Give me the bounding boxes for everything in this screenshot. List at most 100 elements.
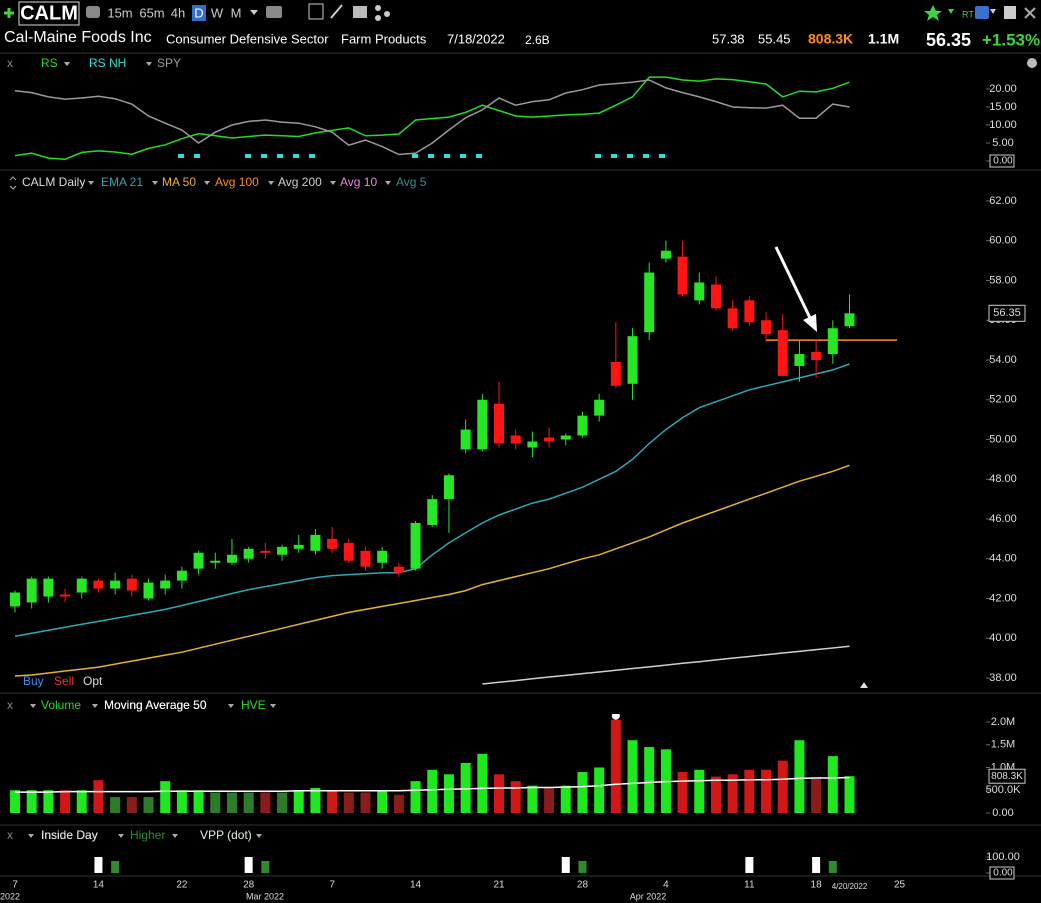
candle-body [794, 354, 805, 366]
y-tick-label: 62.00 [989, 195, 1017, 207]
legend-dropdown[interactable] [270, 704, 276, 708]
calendar-icon[interactable] [308, 3, 324, 20]
stock-badge[interactable] [975, 6, 989, 19]
candle-body [844, 313, 855, 327]
scroll-marker[interactable] [860, 682, 868, 688]
legend-item[interactable]: Volume [41, 698, 81, 712]
y-tick-label: 52.00 [989, 394, 1017, 406]
rt-badge[interactable]: RT [962, 9, 974, 19]
legend-dropdown[interactable] [268, 181, 274, 185]
volume-bar [777, 760, 788, 813]
legend-item[interactable]: Inside Day [41, 828, 98, 842]
volume-bar [76, 790, 87, 813]
badge-dropdown[interactable] [990, 9, 996, 14]
candle-body [544, 437, 555, 442]
add-icon[interactable] [4, 8, 14, 18]
volume-bar [644, 747, 655, 813]
volume-bar [443, 774, 454, 813]
legend-dropdown[interactable] [146, 62, 152, 66]
interval-dropdown[interactable] [250, 10, 258, 15]
draw-icon[interactable] [330, 4, 343, 19]
panel-close[interactable]: x [7, 56, 13, 70]
interval-button[interactable]: 15m [107, 5, 132, 20]
legend-dropdown[interactable] [256, 834, 262, 838]
trade-button[interactable]: Buy [23, 674, 44, 688]
company-name: Cal-Maine Foods Inc [4, 29, 152, 46]
candle-body [60, 594, 71, 597]
y-tick-label: 48.00 [989, 473, 1017, 485]
legend-item[interactable]: Moving Average 50 [104, 698, 207, 712]
settings-icon[interactable] [1027, 58, 1037, 68]
interval-button[interactable]: M [231, 5, 242, 20]
x-tick-label: 22 [176, 880, 188, 891]
favorite-icon[interactable] [924, 5, 942, 21]
legend-item[interactable]: Avg 5 [396, 175, 427, 189]
volume-bar [560, 785, 571, 813]
interval-button[interactable]: 4h [171, 5, 185, 20]
legend-dropdown[interactable] [152, 181, 158, 185]
legend-dropdown[interactable] [28, 834, 34, 838]
chart-type-icon[interactable] [266, 6, 282, 18]
y-tick-label: 42.00 [989, 592, 1017, 604]
volume-bar [544, 787, 555, 813]
legend-item[interactable]: EMA 21 [101, 175, 143, 189]
legend-item[interactable]: Inside Day [41, 828, 98, 842]
legend-item[interactable]: Higher [130, 828, 165, 842]
toolbar: CALM 15m 65m 4h D W M RT [4, 1, 1036, 26]
candle-body [477, 399, 488, 450]
legend-dropdown[interactable] [204, 181, 210, 185]
legend-item[interactable]: Moving Average 50 [104, 698, 207, 712]
close-icon[interactable] [1024, 7, 1036, 19]
legend-item[interactable]: HVE [241, 698, 266, 712]
legend-item[interactable]: VPP (dot) [200, 828, 252, 842]
y-tick-label: 20.00 [989, 83, 1017, 95]
legend-dropdown[interactable] [385, 181, 391, 185]
legend-toggle[interactable] [9, 176, 17, 190]
symbol-box[interactable] [18, 1, 80, 26]
volume-bar [527, 785, 538, 813]
legend-dropdown[interactable] [172, 834, 178, 838]
interval-button[interactable]: 65m [139, 5, 164, 20]
legend-dropdown[interactable] [64, 62, 70, 66]
legend-item[interactable]: Avg 100 [215, 175, 259, 189]
legend-item[interactable]: SPY [157, 56, 181, 70]
candle-body [43, 578, 54, 597]
interval-button[interactable]: W [211, 5, 224, 20]
candle-body [26, 578, 37, 603]
legend-item[interactable]: RS [41, 56, 58, 70]
layout-icon[interactable] [353, 6, 367, 18]
interval-active-bg [192, 5, 206, 21]
panel-close[interactable]: x [7, 698, 13, 712]
legend-item[interactable]: Avg 10 [340, 175, 377, 189]
legend-dropdown[interactable] [118, 834, 124, 838]
legend-dropdown[interactable] [30, 704, 36, 708]
signal-bar [578, 861, 587, 873]
signal-bar [561, 857, 570, 873]
compare-icon[interactable] [86, 6, 100, 18]
share-icon[interactable] [375, 5, 381, 11]
volume-bar [710, 776, 721, 813]
trade-button[interactable]: Opt [83, 674, 103, 688]
alert-icon[interactable] [948, 9, 954, 14]
interval-button[interactable]: D [194, 5, 203, 20]
volume-bar [176, 790, 187, 813]
legend-item[interactable]: RS NH [89, 56, 126, 70]
current-volume-box [988, 768, 1026, 784]
symbol[interactable]: CALM [20, 2, 78, 24]
legend-item[interactable]: Avg 200 [278, 175, 322, 189]
legend-item[interactable]: VPP (dot) [200, 828, 252, 842]
volume-bar [677, 772, 688, 813]
volume-bar [143, 797, 154, 813]
save-icon[interactable] [1004, 6, 1016, 19]
legend-item[interactable]: MA 50 [162, 175, 196, 189]
legend-dropdown[interactable] [330, 181, 336, 185]
legend-dropdown[interactable] [88, 181, 94, 185]
trade-button[interactable]: Sell [54, 674, 74, 688]
legend-dropdown[interactable] [228, 704, 234, 708]
panel-close[interactable]: x [7, 828, 13, 842]
legend-dropdown[interactable] [92, 704, 98, 708]
volume-bar [510, 781, 521, 813]
candle-body [677, 256, 688, 295]
volume-bar [160, 781, 171, 813]
candle-body [594, 399, 605, 416]
